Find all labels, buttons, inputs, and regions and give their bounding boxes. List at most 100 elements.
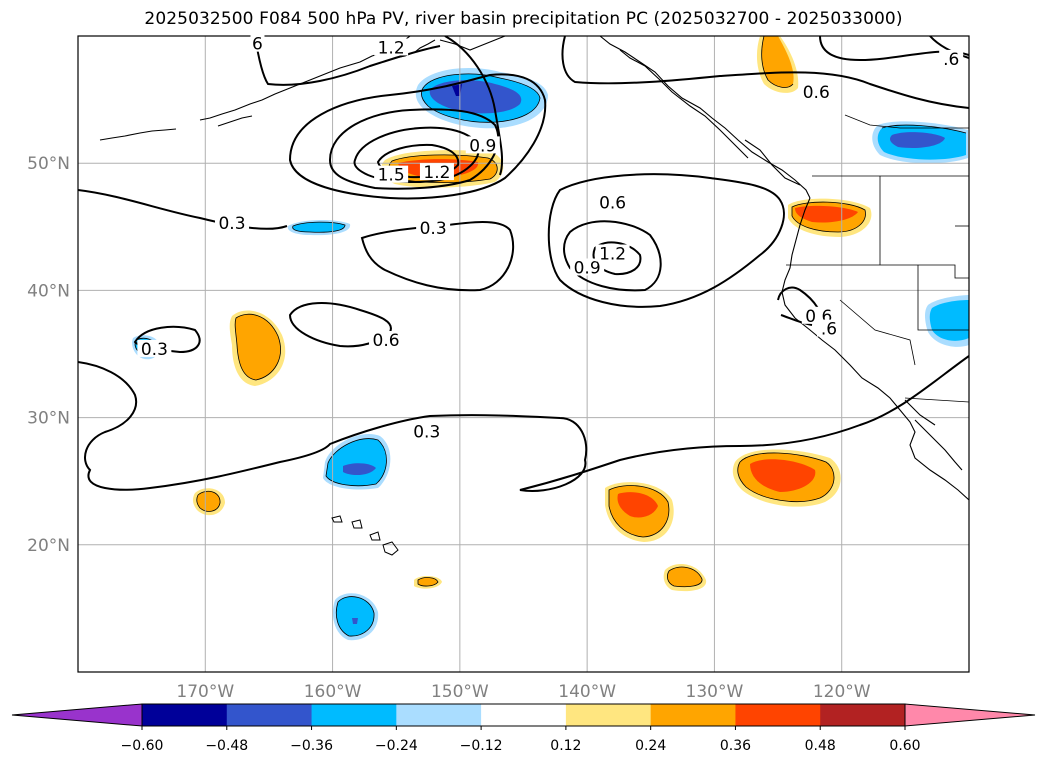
precip-area-negative [336, 596, 375, 637]
coastline [914, 419, 963, 471]
axis-labels: 170°W 160°W 150°W 140°W 130°W 120°W 20°N 30°N 40… [27, 154, 871, 702]
contour-label-bg [409, 422, 444, 440]
pv-contour [353, 126, 480, 184]
colorbar: −0.60 −0.48 −0.36 −0.24 −0.12 0.12 0.24 0.36 0.4… [11, 703, 1036, 754]
island-coastline [382, 541, 399, 556]
contour-label: 0.6 [803, 83, 830, 103]
colorbar-segment [311, 704, 397, 726]
colorbar-label: 0.36 [720, 738, 751, 754]
political-borders [786, 114, 969, 403]
contour-label: 1.2 [599, 245, 626, 265]
colorbar-segment [481, 704, 567, 726]
colorbar-extend-high [904, 703, 1036, 727]
precip-area-negative [292, 222, 345, 233]
coastline [439, 36, 506, 51]
pv-contour [288, 73, 547, 200]
contour-label-bg [374, 38, 409, 56]
contour-label: .6 [821, 320, 837, 340]
colorbar-segment [142, 704, 228, 726]
precip-area-negative [343, 463, 376, 476]
colorbar-segment [820, 704, 906, 726]
precip-area-positive [196, 491, 221, 512]
colorbar-label: −0.12 [460, 738, 503, 754]
lat-tick-label: 30°N [27, 409, 70, 429]
contour-label: 0.3 [141, 340, 168, 360]
contour-label-bg [419, 163, 454, 181]
island-coastline [369, 531, 381, 541]
coastline [744, 139, 801, 186]
map-title: 2025032500 F084 500 hPa PV, river basin … [144, 9, 903, 29]
border-state [786, 264, 969, 279]
border-state [917, 265, 969, 331]
contour-labels: 0.3 0.30.30.30.60.60.60.60.90.91.21.21.21… [137, 34, 964, 443]
contour-label: 0.6 [373, 331, 400, 351]
pv-contour [78, 355, 969, 492]
lon-tick-label: 170°W [176, 682, 234, 702]
contour-label: 1.5 [378, 166, 405, 186]
colorbar-label: 0.48 [805, 738, 836, 754]
precip-area-positive [795, 205, 858, 223]
precip-area-negative [429, 80, 522, 114]
contour-label-bg [465, 136, 500, 154]
border-us-canada-ak [844, 114, 969, 129]
pv-contour [78, 189, 288, 230]
contour-label-bg [570, 258, 605, 276]
precip-area-positive [761, 36, 794, 88]
colorbar-segment [226, 704, 313, 726]
map-frame [77, 35, 970, 673]
colorbar-label: −0.24 [375, 738, 418, 754]
pv-contour [561, 36, 969, 109]
contour-label: 0.3 [420, 219, 447, 239]
colorbar-segment [396, 704, 482, 726]
contour-label: 0.3 [413, 423, 440, 443]
precip-area-positive [235, 314, 281, 380]
contour-label-bg [374, 165, 409, 183]
coastline [599, 36, 811, 199]
colorbar-label: 0.60 [889, 738, 920, 754]
contour-label: 6 [252, 35, 263, 55]
contour-label: 0.9 [469, 136, 496, 156]
island-coastline [331, 515, 343, 523]
precip-area-negative [326, 438, 387, 486]
lat-tick-label: 40°N [27, 281, 70, 301]
coastline [217, 115, 253, 127]
colorbar-label: −0.48 [205, 738, 248, 754]
coastline [199, 83, 301, 121]
precip-area-negative [890, 132, 945, 148]
colorbar-label: 0.24 [635, 738, 666, 754]
contour-label: .6 [943, 50, 959, 70]
colorbar-segment [735, 704, 821, 726]
lon-tick-label: 130°W [686, 682, 744, 702]
contour-label-bg [595, 193, 630, 211]
contour-label: 1.2 [378, 38, 405, 58]
lon-tick-label: 140°W [558, 682, 616, 702]
pv-contour [444, 36, 504, 176]
contour-label-bg [250, 34, 265, 52]
lon-tick-label: 160°W [304, 682, 362, 702]
contour-label-bg [799, 82, 834, 100]
contour-label-bg [939, 49, 964, 67]
colorbar-label: −0.60 [121, 738, 164, 754]
contour-label: 0.9 [574, 259, 601, 279]
contour-label-bg [215, 213, 250, 231]
contour-label: 1.2 [423, 163, 450, 183]
precipitation-shading [132, 36, 969, 641]
colorbar-segment [650, 704, 736, 726]
lon-tick-label: 150°W [431, 682, 489, 702]
coastline [99, 128, 177, 141]
coastline [619, 49, 749, 159]
contour-label-bg [137, 339, 172, 357]
pv-contour [929, 36, 969, 59]
colorbar-segment [565, 704, 652, 726]
lon-tick-label: 120°W [813, 682, 871, 702]
hawaiian-islands [331, 515, 399, 556]
precip-area-positive [750, 459, 816, 492]
coastline [781, 197, 969, 501]
contour-label-bg [369, 331, 404, 349]
precip-area-positive [418, 577, 438, 587]
border-us-mexico [904, 397, 969, 403]
contour-label-bg [416, 219, 451, 237]
colorbar-label: −0.36 [290, 738, 333, 754]
border-state [839, 299, 916, 366]
precip-area-negative [352, 618, 358, 624]
